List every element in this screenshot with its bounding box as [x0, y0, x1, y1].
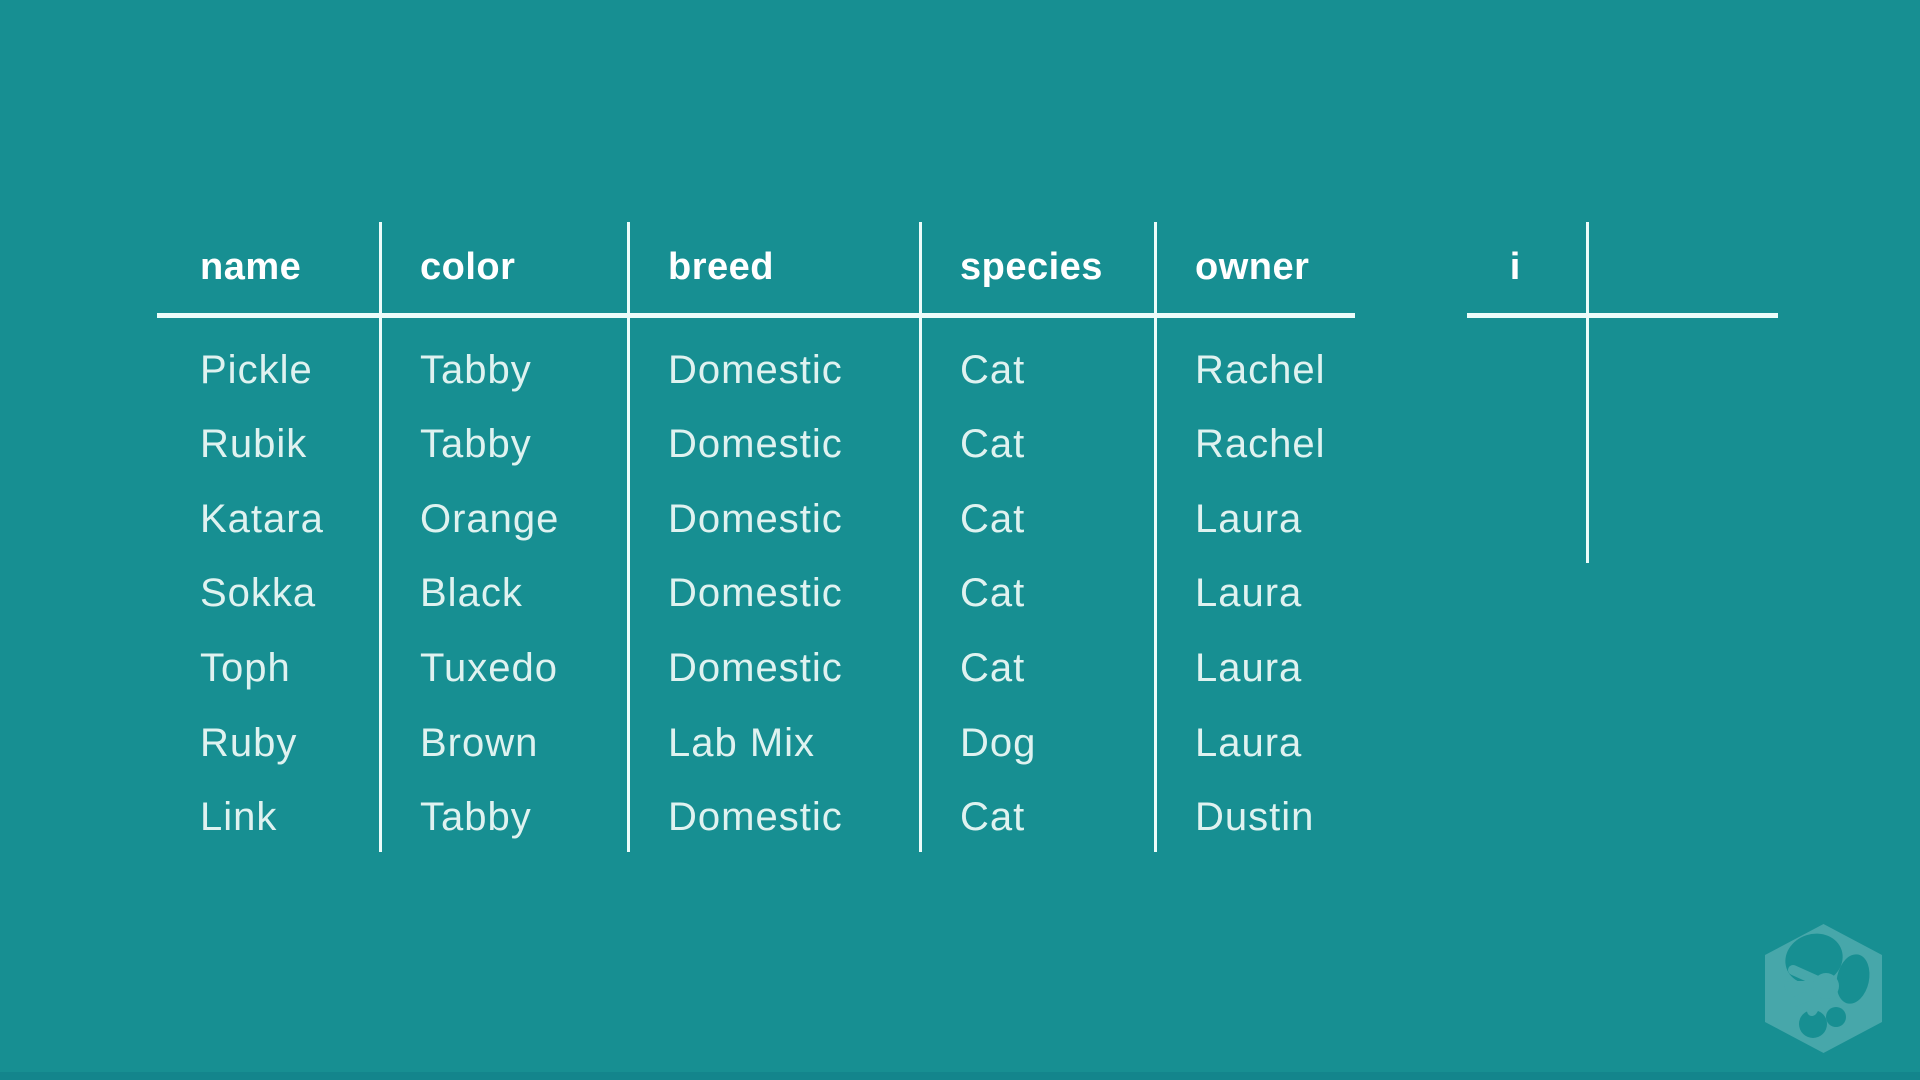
table-row: Link Tabby Domestic Cat Dustin — [160, 780, 1400, 855]
table-row: Sokka Black Domestic Cat Laura — [160, 557, 1400, 632]
cell-color: Brown — [420, 720, 539, 765]
cell-species: Cat — [960, 422, 1026, 467]
column-header-species: species — [960, 245, 1103, 288]
cell-name: Sokka — [200, 571, 317, 616]
hexagon-paw-logo-icon — [1765, 924, 1882, 1053]
cell-owner: Laura — [1195, 496, 1303, 541]
cell-owner: Laura — [1195, 571, 1303, 616]
column-separator — [919, 222, 922, 852]
cell-species: Cat — [960, 347, 1026, 392]
table-header-row: name color breed species owner — [160, 237, 1400, 297]
cell-species: Cat — [960, 496, 1026, 541]
table-header-underline — [157, 313, 1355, 318]
cell-species: Cat — [960, 646, 1026, 691]
cell-name: Link — [200, 795, 278, 840]
cell-breed: Domestic — [668, 646, 843, 691]
cell-name: Ruby — [200, 720, 298, 765]
cell-breed: Lab Mix — [668, 720, 816, 765]
column-header-breed: breed — [668, 245, 774, 288]
cell-color: Black — [420, 571, 523, 616]
table-row: Katara Orange Domestic Cat Laura — [160, 482, 1400, 557]
cell-breed: Domestic — [668, 347, 843, 392]
table-row: Rubik Tabby Domestic Cat Rachel — [160, 408, 1400, 483]
cell-breed: Domestic — [668, 571, 843, 616]
column-header-color: color — [420, 245, 516, 288]
cell-name: Toph — [200, 646, 291, 691]
cell-owner: Rachel — [1195, 347, 1326, 392]
cell-color: Tabby — [420, 347, 532, 392]
table-body: Pickle Tabby Domestic Cat Rachel Rubik T… — [160, 333, 1400, 855]
cell-color: Tabby — [420, 795, 532, 840]
cell-color: Tabby — [420, 422, 532, 467]
index-table-header-label: i — [1509, 246, 1521, 288]
bottom-bar — [0, 1072, 1920, 1080]
cell-owner: Laura — [1195, 720, 1303, 765]
column-separator — [627, 222, 630, 852]
table-row: Toph Tuxedo Domestic Cat Laura — [160, 631, 1400, 706]
cell-name: Katara — [200, 496, 324, 541]
cell-species: Dog — [960, 720, 1037, 765]
column-separator — [1154, 222, 1157, 852]
cell-species: Cat — [960, 571, 1026, 616]
column-header-owner: owner — [1195, 245, 1310, 288]
table-row: Pickle Tabby Domestic Cat Rachel — [160, 333, 1400, 408]
column-separator — [379, 222, 382, 852]
column-header-name: name — [200, 245, 302, 288]
cell-species: Cat — [960, 795, 1026, 840]
cell-name: Rubik — [200, 422, 308, 467]
cell-owner: Laura — [1195, 646, 1303, 691]
cell-owner: Rachel — [1195, 422, 1326, 467]
index-table-column-separator — [1586, 222, 1589, 563]
index-table-header-underline — [1467, 313, 1778, 318]
cell-owner: Dustin — [1195, 795, 1315, 840]
table-row: Ruby Brown Lab Mix Dog Laura — [160, 706, 1400, 781]
cell-breed: Domestic — [668, 422, 843, 467]
cell-name: Pickle — [200, 347, 313, 392]
cell-breed: Domestic — [668, 496, 843, 541]
cell-color: Orange — [420, 496, 560, 541]
cell-color: Tuxedo — [420, 646, 558, 691]
cell-breed: Domestic — [668, 795, 843, 840]
